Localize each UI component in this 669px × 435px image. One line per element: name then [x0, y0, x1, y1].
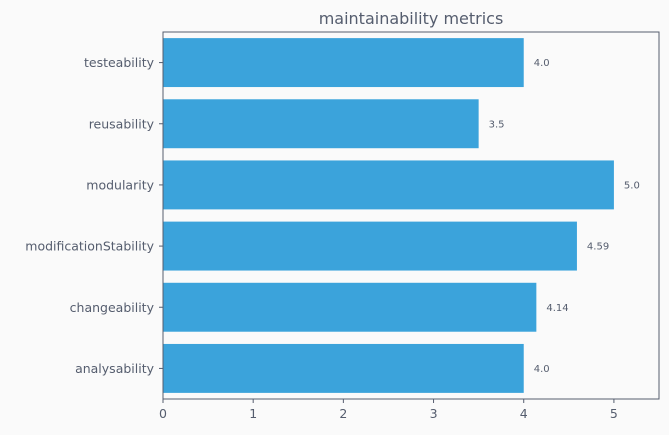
y-tick-label-testeability: testeability — [84, 55, 155, 70]
bar-reusability — [163, 99, 479, 149]
y-tick-label-analysability: analysability — [75, 361, 155, 376]
x-tick-label-2: 2 — [339, 406, 347, 421]
y-axis: analysability changeability modificationSt… — [25, 55, 163, 376]
x-tick-label-5: 5 — [610, 406, 618, 421]
value-label-changeability: 4.14 — [546, 303, 568, 314]
plot-frame — [162, 31, 660, 400]
x-tick-label-4: 4 — [520, 406, 528, 421]
value-label-testeability: 4.0 — [534, 58, 550, 69]
x-tick-label-3: 3 — [430, 406, 438, 421]
x-axis: 0 1 2 3 4 5 — [159, 399, 618, 421]
bars-group — [163, 38, 614, 393]
bar-modificationStability — [163, 221, 577, 271]
chart-title: maintainability metrics — [319, 9, 504, 28]
x-tick-label-0: 0 — [159, 406, 167, 421]
value-label-analysability: 4.0 — [534, 364, 550, 375]
bar-changeability — [163, 282, 537, 332]
y-tick-label-modificationStability: modificationStability — [25, 239, 154, 254]
value-label-modularity: 5.0 — [624, 180, 640, 191]
y-tick-label-changeability: changeability — [70, 300, 155, 315]
x-tick-label-1: 1 — [249, 406, 257, 421]
y-tick-label-reusability: reusability — [89, 116, 155, 131]
bar-modularity — [163, 160, 614, 210]
bar-testeability — [163, 38, 524, 88]
value-label-reusability: 3.5 — [489, 119, 505, 130]
value-label-modificationStability: 4.59 — [587, 242, 609, 253]
y-tick-label-modularity: modularity — [86, 177, 154, 192]
value-labels-group: 4.0 4.14 4.59 5.0 3.5 4.0 — [489, 58, 640, 375]
bar-analysability — [163, 343, 524, 393]
